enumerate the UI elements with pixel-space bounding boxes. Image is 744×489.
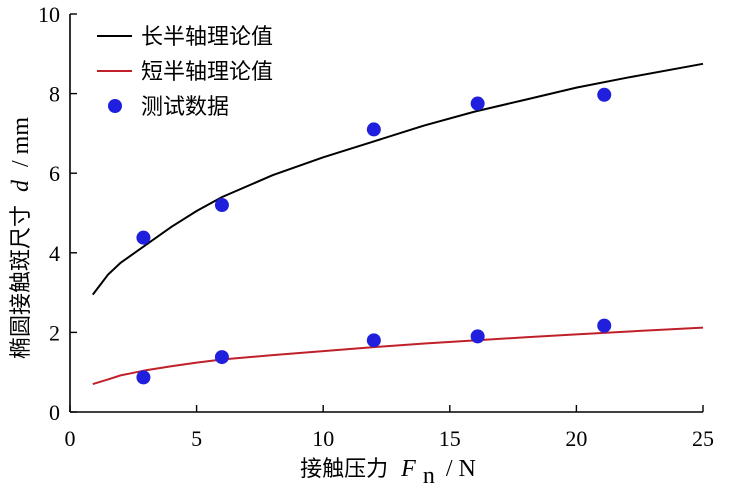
legend-swatch-marker: [108, 99, 122, 113]
x-axis-subscript: n: [423, 463, 435, 489]
x-axis-title-prefix: 接触压力: [300, 457, 388, 482]
series-line-1: [92, 326, 704, 386]
y-tick-label: 2: [49, 320, 60, 345]
axes: [69, 14, 703, 413]
data-point: [597, 87, 612, 102]
data-point: [366, 122, 381, 137]
data-point: [214, 198, 229, 213]
ticks: 0 5 10 15 20 25 0 2 4 6 8 10: [38, 2, 714, 451]
series-line-0: [92, 62, 704, 296]
x-tick-label: 20: [565, 426, 587, 451]
x-tick-label: 5: [191, 426, 202, 451]
x-axis-symbol: F: [400, 456, 416, 482]
plot-lines: [92, 62, 704, 386]
x-tick-label: 15: [439, 426, 461, 451]
x-axis-unit: / N: [446, 456, 476, 482]
y-axis-title: 椭圆接触斑尺寸 d / mm: [8, 117, 34, 359]
y-axis-symbol: d: [8, 179, 34, 192]
data-point: [470, 96, 485, 111]
y-tick-label: 10: [38, 2, 60, 27]
y-axis-title-prefix: 椭圆接触斑尺寸: [9, 205, 34, 359]
data-point: [470, 329, 485, 344]
y-axis-unit: / mm: [8, 117, 34, 167]
data-point: [136, 370, 151, 385]
data-point: [136, 230, 151, 245]
x-tick-label: 25: [692, 426, 714, 451]
y-tick-label: 6: [49, 161, 60, 186]
data-point: [597, 318, 612, 333]
x-tick-label: 0: [65, 426, 76, 451]
x-axis-title: 接触压力 F n / N: [300, 456, 476, 489]
legend-label: 长半轴理论值: [141, 25, 273, 50]
x-tick-label: 10: [312, 426, 334, 451]
legend-label: 测试数据: [141, 95, 229, 120]
data-point: [214, 350, 229, 365]
y-tick-label: 4: [49, 241, 60, 266]
data-point: [366, 333, 381, 348]
legend-label: 短半轴理论值: [141, 60, 273, 85]
y-tick-label: 8: [49, 82, 60, 107]
y-tick-label: 0: [49, 400, 60, 425]
plot-points: [136, 87, 612, 385]
